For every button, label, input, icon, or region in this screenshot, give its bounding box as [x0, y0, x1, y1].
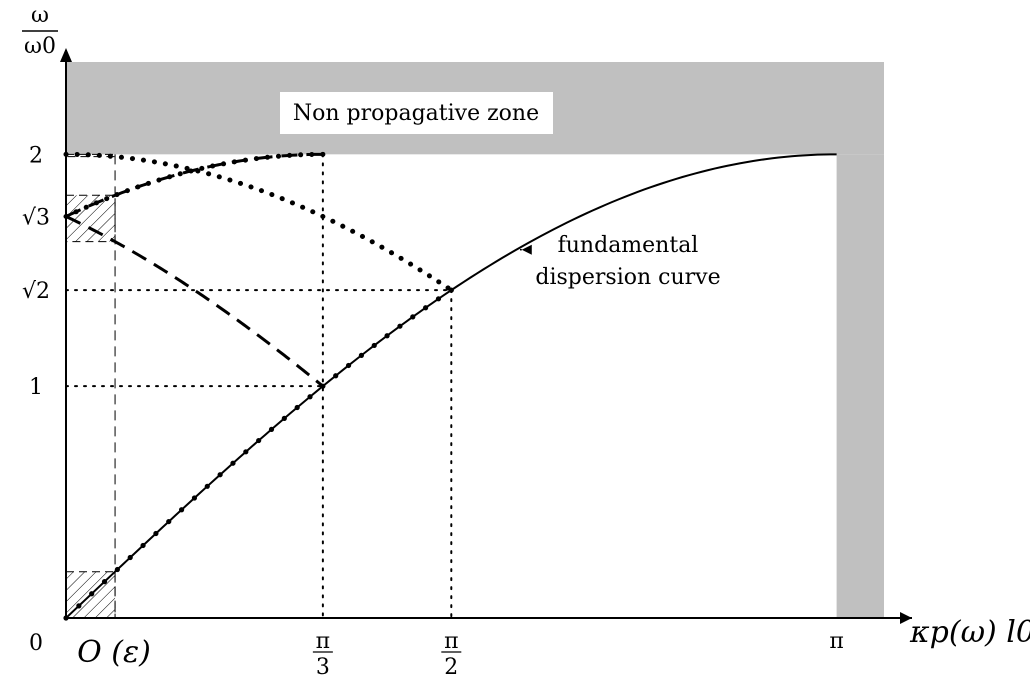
fundamental-curve-dot — [307, 394, 313, 400]
fundamental-curve-dot — [153, 530, 159, 537]
fundamental-curve-dot — [320, 383, 326, 389]
fundamental-curve-dot — [256, 437, 262, 444]
fundamental-curve-dot — [397, 323, 403, 329]
series-2-dashed-curve — [65, 215, 324, 388]
annotation-line-1: fundamental — [558, 233, 699, 258]
fundamental-curve-dot — [333, 373, 339, 379]
series-4-dotted-curve — [63, 151, 326, 219]
fundamental-curve-dot — [230, 460, 236, 466]
fundamental-curve-dot — [191, 495, 198, 501]
fundamental-curve-dot — [358, 352, 365, 358]
series-3-dotted-curve — [63, 151, 454, 293]
x-axis-arrow — [900, 612, 912, 624]
annotation-line-2: dispersion curve — [535, 265, 720, 290]
y-axis-arrow — [60, 48, 72, 62]
y-axis-label-denominator: ω0 — [24, 34, 56, 59]
origin-label: 0 — [29, 631, 43, 656]
x-tick-numerator: π — [444, 629, 458, 654]
x-axis-label: κp(ω) l0 — [909, 615, 1030, 650]
x-epsilon-label: O (ε) — [77, 635, 151, 670]
x-tick-label: π — [829, 629, 843, 654]
fundamental-curve-dot — [294, 404, 300, 411]
fundamental-curve-dot — [140, 542, 146, 549]
fundamental-curve-dot — [76, 603, 82, 609]
epsilon-box-sqrt3 — [65, 194, 116, 243]
fundamental-curve-dot — [204, 483, 210, 489]
annotation-arrow-head — [521, 244, 532, 255]
zone-label-background — [280, 92, 553, 134]
y-axis-label-numerator: ω — [31, 3, 49, 28]
fundamental-curve-dot — [423, 305, 429, 311]
fundamental-curve-dot — [345, 362, 352, 369]
non-propagative-zone-right — [836, 154, 884, 618]
y-tick-label: 1 — [29, 375, 43, 400]
y-tick-label: √2 — [22, 279, 50, 304]
y-tick-label: 2 — [29, 143, 43, 168]
fundamental-curve-dot — [371, 342, 377, 349]
series-0-solid-curve — [65, 153, 837, 619]
x-tick-denominator: 2 — [444, 655, 458, 679]
zone-label: Non propagative zone — [293, 101, 539, 126]
fundamental-curve-dot — [217, 472, 223, 478]
fundamental-curve-dot — [281, 415, 287, 421]
fundamental-curve-dot — [178, 507, 185, 513]
fundamental-curve-dot — [114, 566, 120, 573]
series-1-dashed-curve — [65, 152, 323, 218]
fundamental-curve-dot — [410, 314, 416, 320]
fundamental-curve-dot — [89, 591, 95, 597]
fundamental-curve-dot — [166, 518, 172, 525]
x-tick-numerator: π — [316, 629, 330, 654]
fundamental-curve-dot — [435, 296, 442, 302]
fundamental-curve-dot — [384, 333, 390, 339]
fundamental-curve-dot — [127, 554, 133, 561]
fundamental-curve-dot — [268, 426, 275, 433]
y-tick-label: √3 — [22, 205, 50, 230]
fundamental-curve-dot — [448, 287, 454, 293]
fundamental-curve-dot — [101, 579, 108, 585]
x-tick-denominator: 3 — [316, 655, 330, 679]
fundamental-curve-dot — [243, 449, 249, 455]
